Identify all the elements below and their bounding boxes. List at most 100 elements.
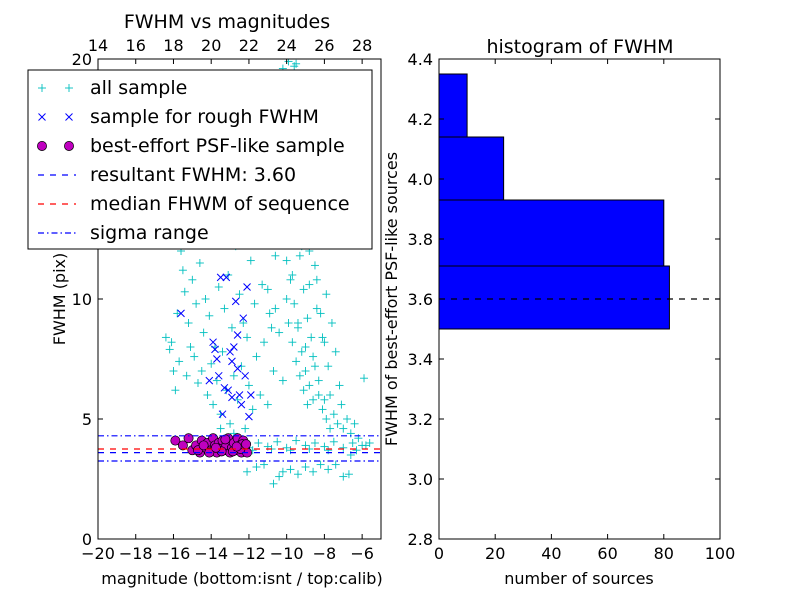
data-point — [260, 460, 269, 469]
data-point — [324, 465, 333, 474]
data-point — [293, 323, 302, 332]
data-point — [318, 405, 327, 414]
data-point — [309, 395, 318, 404]
data-point — [190, 352, 199, 361]
x-tick-label: 80 — [654, 544, 674, 563]
data-point — [214, 371, 223, 380]
legend-marker — [65, 113, 73, 121]
data-point — [314, 376, 323, 385]
legend-marker — [64, 141, 74, 151]
x-tick-label: −12 — [232, 544, 266, 563]
data-point — [301, 367, 310, 375]
scatter-ylabel: FWHM (pix) — [50, 253, 69, 346]
data-point — [301, 463, 310, 471]
data-point — [290, 299, 299, 308]
top-x-tick-label: 26 — [314, 36, 334, 55]
data-point — [216, 273, 225, 282]
histogram-bar — [438, 136, 505, 201]
data-point — [186, 343, 195, 351]
data-point — [229, 371, 238, 380]
data-point — [286, 465, 295, 474]
data-point — [303, 400, 312, 409]
data-point — [177, 309, 185, 318]
data-point — [220, 304, 229, 313]
legend-entry: sample for rough FWHM — [38, 106, 319, 128]
data-point — [243, 283, 251, 291]
data-point — [192, 299, 201, 308]
y-tick-label: 3.6 — [408, 290, 433, 309]
legend-label: median FHWM of sequence — [90, 193, 350, 215]
data-point — [339, 424, 348, 433]
data-point — [233, 331, 242, 339]
x-tick-label: −14 — [194, 544, 228, 563]
data-point — [318, 333, 327, 342]
data-point — [213, 355, 221, 363]
data-point — [316, 309, 325, 318]
y-tick-label: 10 — [72, 290, 92, 309]
histogram-xlabel: number of sources — [504, 569, 654, 588]
data-point — [299, 386, 308, 395]
y-tick-label: 3.2 — [408, 410, 433, 429]
data-point — [278, 467, 287, 476]
data-point — [295, 371, 304, 380]
data-point — [218, 347, 227, 356]
data-point — [309, 352, 318, 361]
data-point — [310, 261, 319, 270]
data-point — [290, 62, 299, 71]
data-point — [324, 362, 333, 371]
legend-marker — [38, 113, 46, 121]
data-point — [241, 371, 250, 380]
data-point — [339, 443, 348, 452]
data-point — [295, 251, 304, 260]
data-point — [175, 357, 184, 366]
data-point — [293, 470, 302, 479]
x-tick-label: 40 — [541, 544, 561, 563]
data-point — [322, 290, 331, 299]
data-point — [227, 323, 236, 332]
data-point — [288, 271, 297, 279]
data-point — [312, 304, 321, 313]
histogram-frame — [438, 58, 721, 540]
x-tick-label: −20 — [81, 544, 115, 563]
data-point — [312, 275, 321, 284]
data-point — [241, 424, 250, 433]
data-point — [265, 309, 274, 318]
x-tick-label: 100 — [705, 544, 736, 563]
data-point — [195, 259, 204, 267]
data-point — [326, 391, 335, 399]
x-tick-label: −6 — [350, 544, 374, 563]
y-tick-label: 3.4 — [408, 350, 433, 369]
data-point — [275, 472, 284, 481]
x-tick-label: −10 — [270, 544, 304, 563]
data-point — [256, 391, 265, 399]
legend-entry: all sample — [38, 77, 187, 99]
data-point — [231, 297, 240, 306]
y-tick-label: 5 — [82, 410, 92, 429]
data-point — [216, 424, 225, 433]
data-point — [252, 463, 261, 471]
data-point — [322, 415, 331, 423]
data-point — [331, 347, 340, 356]
legend-entry: median FHWM of sequence — [38, 193, 350, 215]
legend-marker — [38, 84, 46, 92]
data-point — [305, 280, 314, 289]
data-point — [171, 386, 180, 395]
legend-entry: best-effort PSF-like sample — [37, 135, 345, 157]
legend-marker — [65, 84, 73, 92]
data-point — [231, 441, 242, 452]
data-point — [216, 410, 225, 419]
data-point — [228, 357, 236, 366]
y-tick-label: 4.0 — [408, 170, 433, 189]
data-point — [199, 328, 208, 337]
data-point — [239, 319, 248, 327]
data-point — [309, 467, 318, 476]
data-point — [314, 391, 323, 399]
top-x-tick-label: 18 — [163, 36, 183, 55]
scatter-legend: all sample sample for rough FWHM best-effo… — [27, 69, 373, 250]
data-point — [224, 386, 233, 395]
y-tick-label: 3.0 — [408, 470, 433, 489]
data-point — [326, 424, 335, 433]
data-point — [226, 419, 235, 428]
legend-box — [27, 69, 373, 250]
x-tick-label: 20 — [485, 544, 505, 563]
